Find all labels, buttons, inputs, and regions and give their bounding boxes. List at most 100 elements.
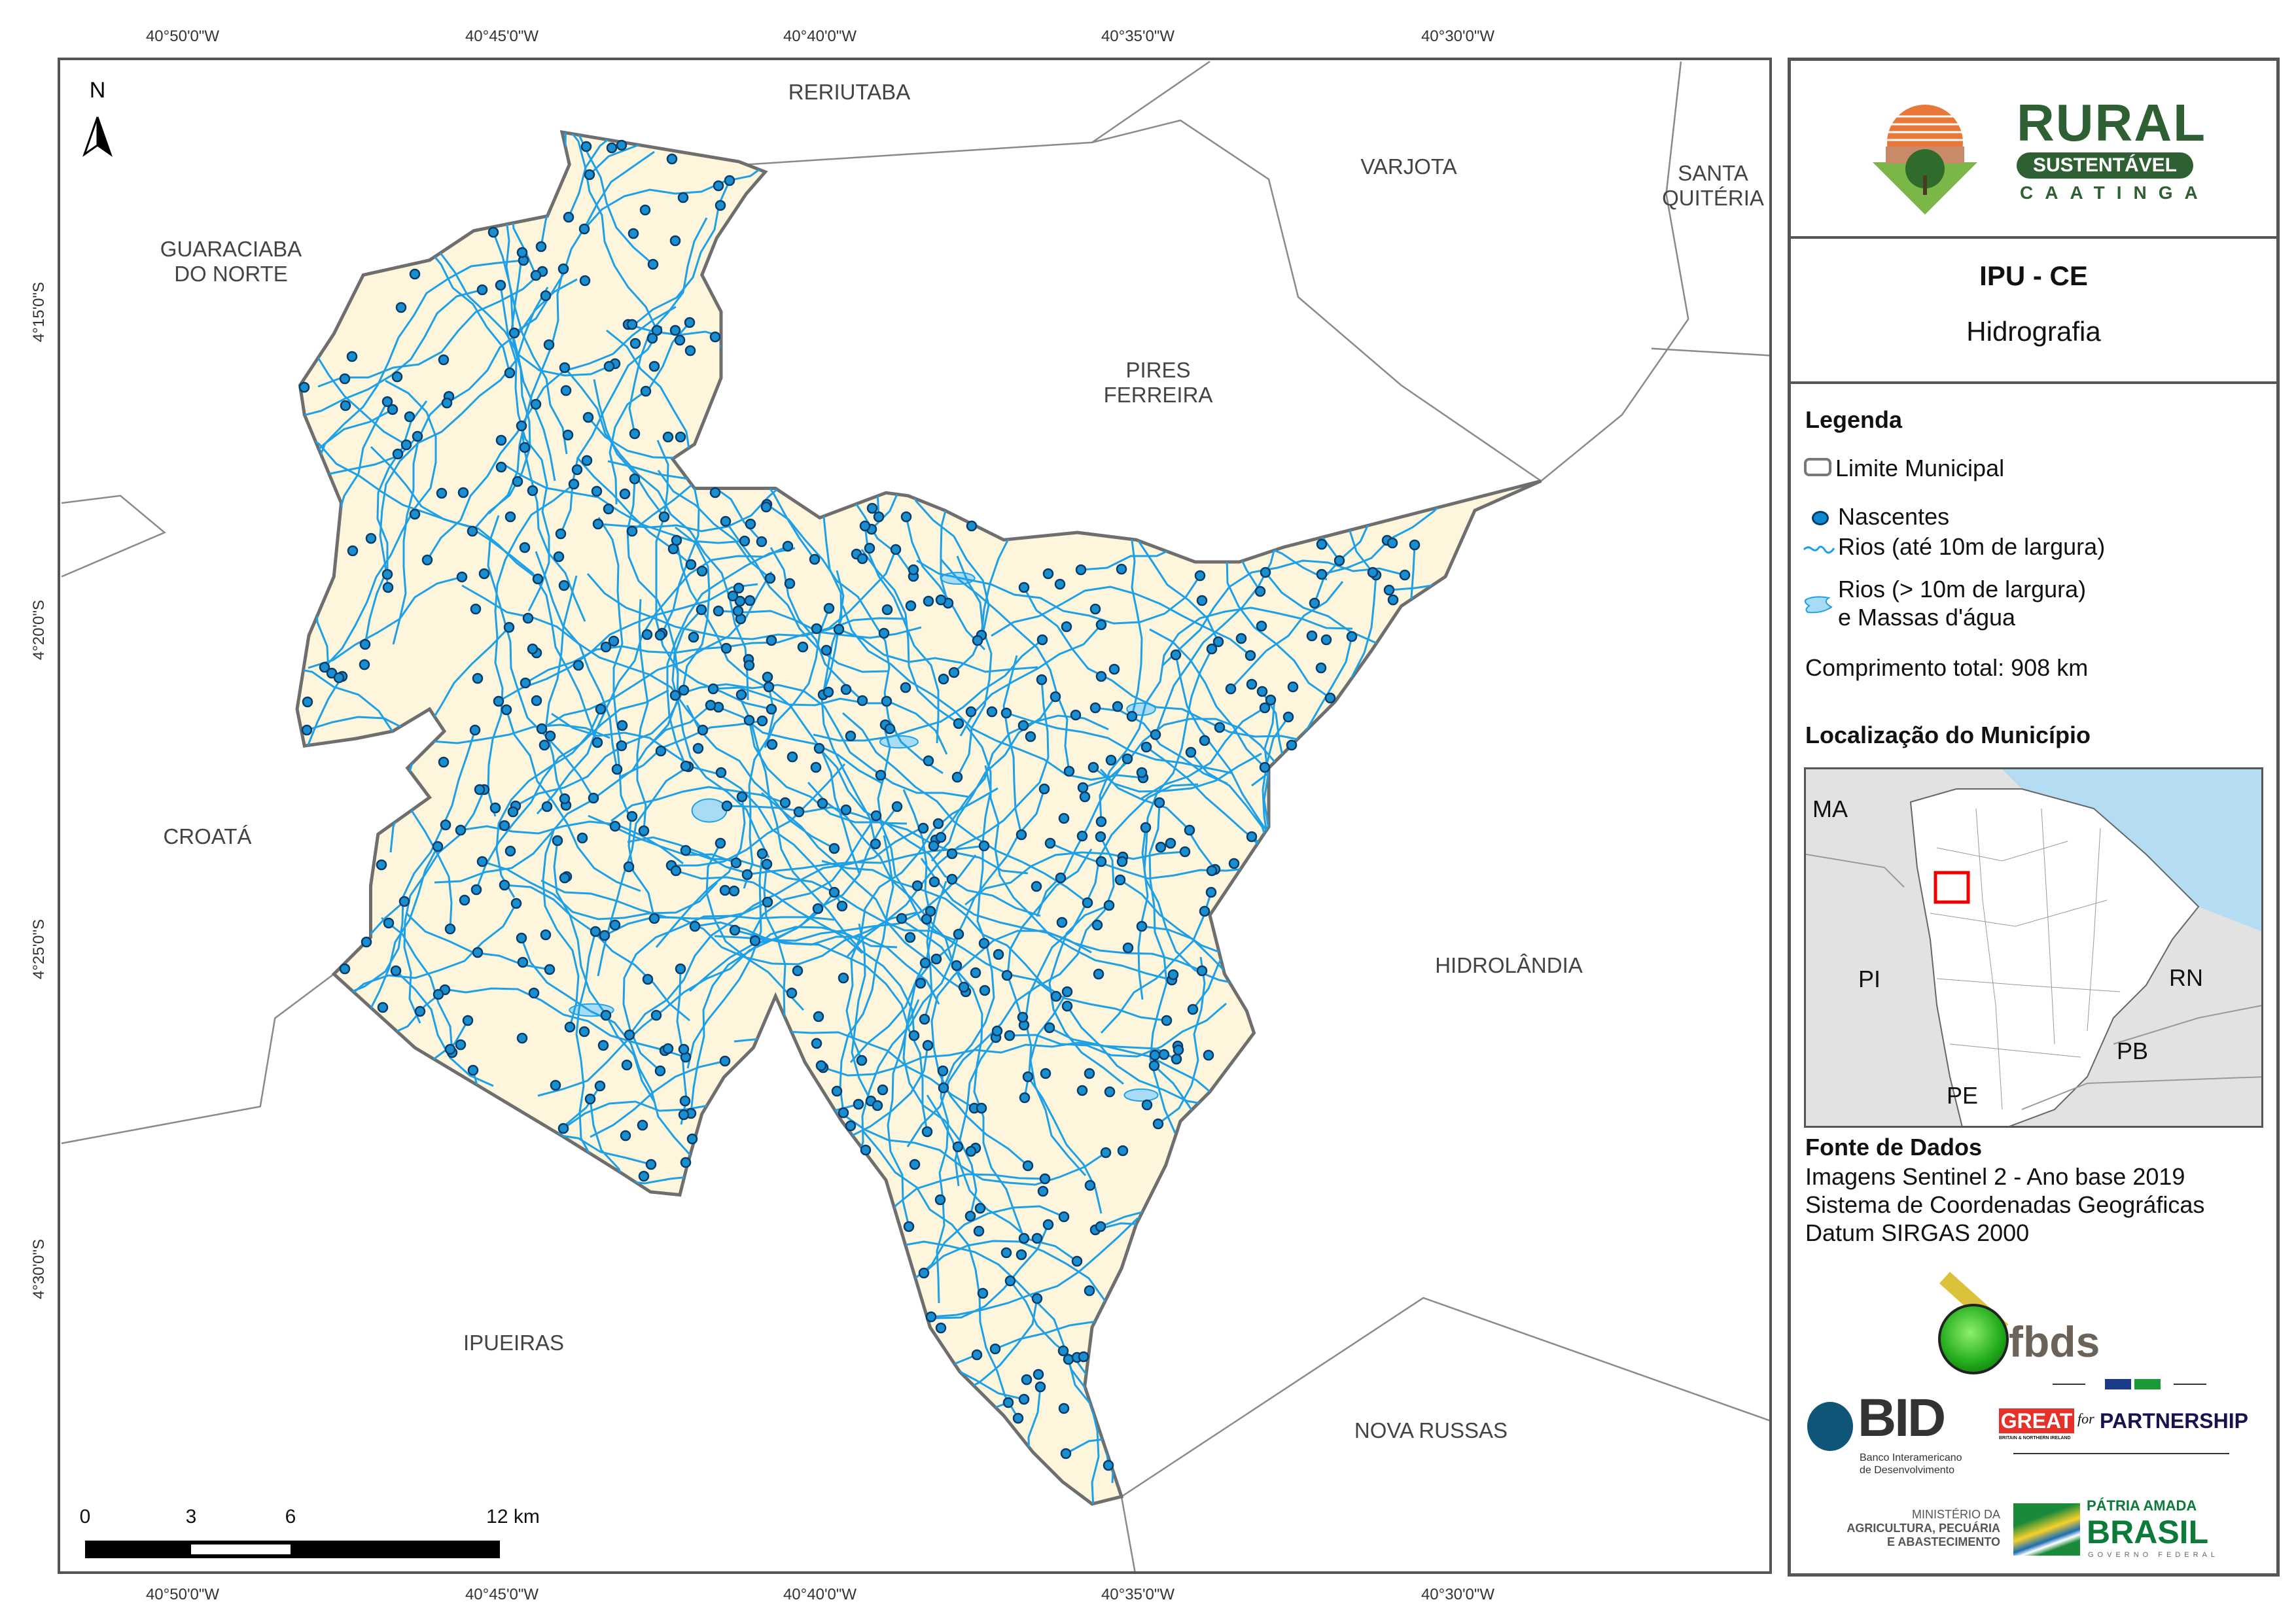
spring-point [1245,650,1256,661]
spring-point [1287,681,1299,693]
spring-point [1165,837,1176,849]
spring-point [857,695,868,707]
river-line [482,860,718,920]
spring-point [467,525,478,537]
spring-point [421,554,433,566]
spring-point [973,1225,985,1237]
spring-point [648,360,660,372]
spring-point [948,667,960,678]
river-line [1137,648,1213,1000]
spring-point [527,485,539,497]
source-line: Sistema de Coordenadas Geográficas [1805,1191,2205,1218]
spring-point [993,949,1004,960]
spring-point [654,629,666,641]
spring-point [878,627,890,639]
spring-point [540,290,552,302]
spring-point [571,464,583,476]
spring-point [709,331,721,343]
spring-point [838,1107,849,1119]
river-line [567,132,736,218]
spring-point [441,397,453,409]
location-inset-map[interactable]: MA PI RN PB PE [1804,767,2263,1128]
river-line [1067,1359,1125,1504]
spring-point [923,595,934,607]
river-line [821,490,843,695]
river-line [936,1070,949,1304]
spring-point [1170,649,1182,661]
partnership-text: PARTNERSHIP [2100,1409,2248,1433]
spring-point [977,1287,989,1299]
river-line [916,559,1201,625]
spring-point [720,642,732,654]
river-line [297,676,344,796]
map-canvas[interactable]: N RERIUTABA VARJOTA SANTA QUITÉRIA GUARAC… [58,58,1772,1574]
spring-point [553,551,565,563]
springs-layer [298,139,1421,1471]
spring-point [896,913,908,924]
spring-point [697,724,709,736]
river-line [498,583,758,703]
river-line [839,835,894,1113]
spring-point [629,473,641,485]
spring-point [930,953,942,965]
spring-point [918,1267,930,1279]
brasil-logo-line: PÁTRIA AMADA [2087,1497,2197,1514]
spring-point [592,737,603,748]
water-body [1123,1088,1159,1102]
municipality-polygon[interactable] [295,130,1542,1506]
spring-point [1260,567,1271,578]
latitude-tick: 4°30'0"S [30,1238,48,1300]
spring-point [971,1349,983,1361]
spring-point [677,192,689,203]
spring-point [578,223,590,235]
river-line [926,1094,1078,1263]
spring-point [991,1025,1003,1037]
spring-point [1228,858,1240,869]
spring-point [1095,856,1107,867]
spring-point [557,1123,569,1134]
spring-point [953,718,964,729]
spring-point [964,1210,976,1222]
neighbor-boundary-line [746,60,1210,166]
spring-point [1346,631,1358,642]
spring-point [359,638,371,650]
river-line [590,1060,726,1138]
spring-point [813,742,825,754]
spring-point [736,791,748,803]
spring-point [301,724,313,736]
spring-point [828,886,840,898]
spring-point [391,371,403,383]
river-line [1095,1222,1455,1289]
spring-point [512,476,523,487]
river-line [853,934,960,1193]
spring-point [1004,1275,1016,1287]
spring-point [359,659,370,671]
label-line: GUARACIABA [160,237,302,261]
spring-point [1116,856,1128,867]
river-line-icon [1803,546,1835,554]
spring-point [900,511,912,523]
scale-label: 12 km [486,1506,540,1527]
spring-point [516,247,528,258]
river-line [446,278,578,404]
spring-point [616,139,627,151]
fbds-logo-text: fbds [2009,1318,2100,1366]
spring-point [915,977,927,989]
inset-label-pe: PE [1947,1082,1979,1109]
spring-point [782,540,794,552]
spring-point [792,965,804,977]
river-line [876,275,1021,517]
great-logo-text: GREAT [1999,1408,2074,1433]
river-line [822,1041,1180,1077]
spring-point [937,1065,949,1077]
spring-point [1056,916,1068,928]
spring-point [680,845,692,856]
spring-point [667,543,679,555]
river-line [1232,237,1341,561]
spring-point [584,1093,596,1105]
map-subtitle: Hidrografia [1966,316,2101,347]
spring-point [1050,990,1062,1002]
spring-point [1149,1049,1161,1061]
spring-point [793,806,805,818]
spring-point [707,683,719,695]
